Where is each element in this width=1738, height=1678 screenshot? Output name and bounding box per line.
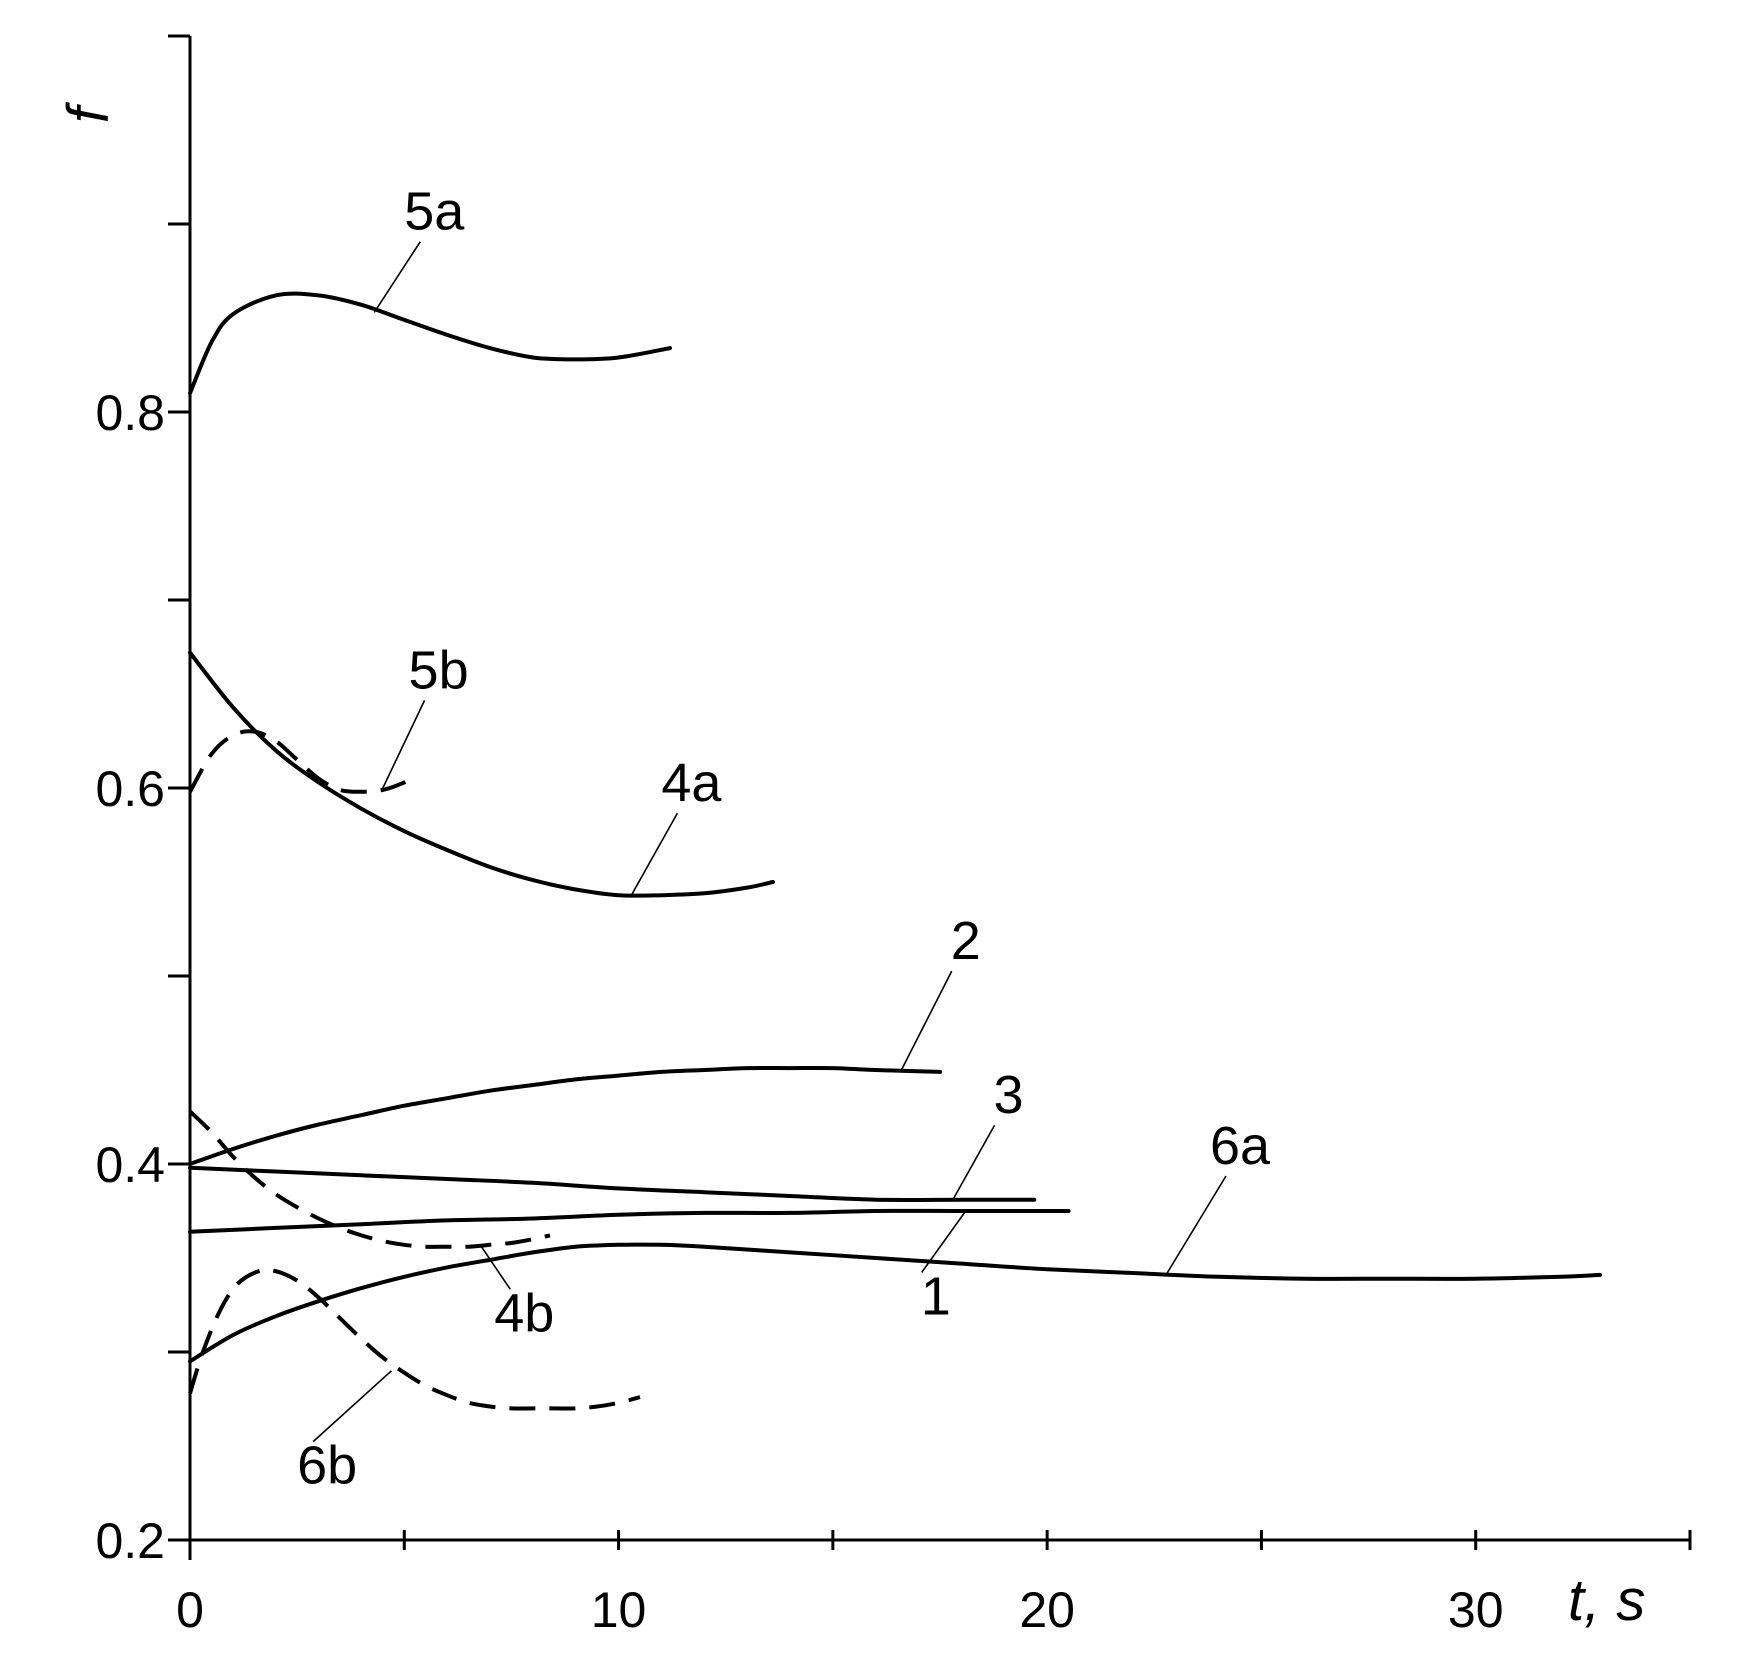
curve-label-6b: 6b	[297, 1436, 357, 1496]
curve-label-leader	[480, 1246, 511, 1290]
x-tick-label: 30	[1448, 1582, 1504, 1638]
curve-label-3: 3	[994, 1065, 1024, 1125]
x-tick-label: 10	[591, 1582, 647, 1638]
series-6b-line	[188, 1267, 641, 1411]
curve-label-4a: 4a	[661, 753, 722, 813]
series-5a-line	[188, 291, 672, 396]
y-axis-title: f	[56, 101, 121, 123]
series-5b-line	[188, 729, 415, 794]
y-tick-label: 0.8	[95, 385, 165, 441]
curve-label-leader	[900, 970, 953, 1071]
x-axis-title: t, s	[1568, 1568, 1645, 1633]
curve-label-2: 2	[951, 911, 981, 971]
curve-label-leader	[312, 1370, 392, 1443]
series-4b-line	[188, 1109, 551, 1249]
x-axis-variable: t	[1568, 1568, 1587, 1633]
curve-label-leader	[1166, 1175, 1227, 1274]
curve-labels: 5a 5b 4a 2 3 6a 4b 1 6b	[297, 182, 1271, 1496]
axes: 0 10 20 30 0.2 0.4 0.6 0.8 f t, s	[56, 34, 1692, 1638]
curve-label-leader	[952, 1124, 996, 1201]
series-4a-line	[188, 650, 775, 898]
y-tick-label: 0.4	[95, 1137, 165, 1193]
x-tick-label: 0	[176, 1582, 204, 1638]
x-axis-unit: , s	[1584, 1568, 1645, 1633]
curve-label-leader	[382, 700, 426, 789]
y-tick-label: 0.2	[95, 1513, 165, 1569]
curve-label-5a: 5a	[404, 182, 465, 242]
series-1-line	[188, 1208, 1071, 1234]
curve-label-4b: 4b	[494, 1283, 554, 1343]
series-2-line	[188, 1065, 942, 1166]
curve-label-leader	[630, 812, 679, 896]
series-3-line	[188, 1165, 1037, 1202]
curve-label-leader	[373, 241, 421, 313]
x-tick-label: 20	[1019, 1582, 1075, 1638]
y-tick-label: 0.6	[95, 761, 165, 817]
series-group	[188, 291, 1602, 1411]
y-ticks: 0.2 0.4 0.6 0.8	[95, 34, 190, 1569]
x-ticks: 0 10 20 30	[176, 1530, 1692, 1638]
series-6a-line	[188, 1242, 1602, 1364]
curve-label-1: 1	[921, 1266, 951, 1326]
curve-label-5b: 5b	[409, 640, 469, 700]
curve-label-6a: 6a	[1210, 1116, 1271, 1176]
curve-label-leader	[921, 1210, 967, 1273]
